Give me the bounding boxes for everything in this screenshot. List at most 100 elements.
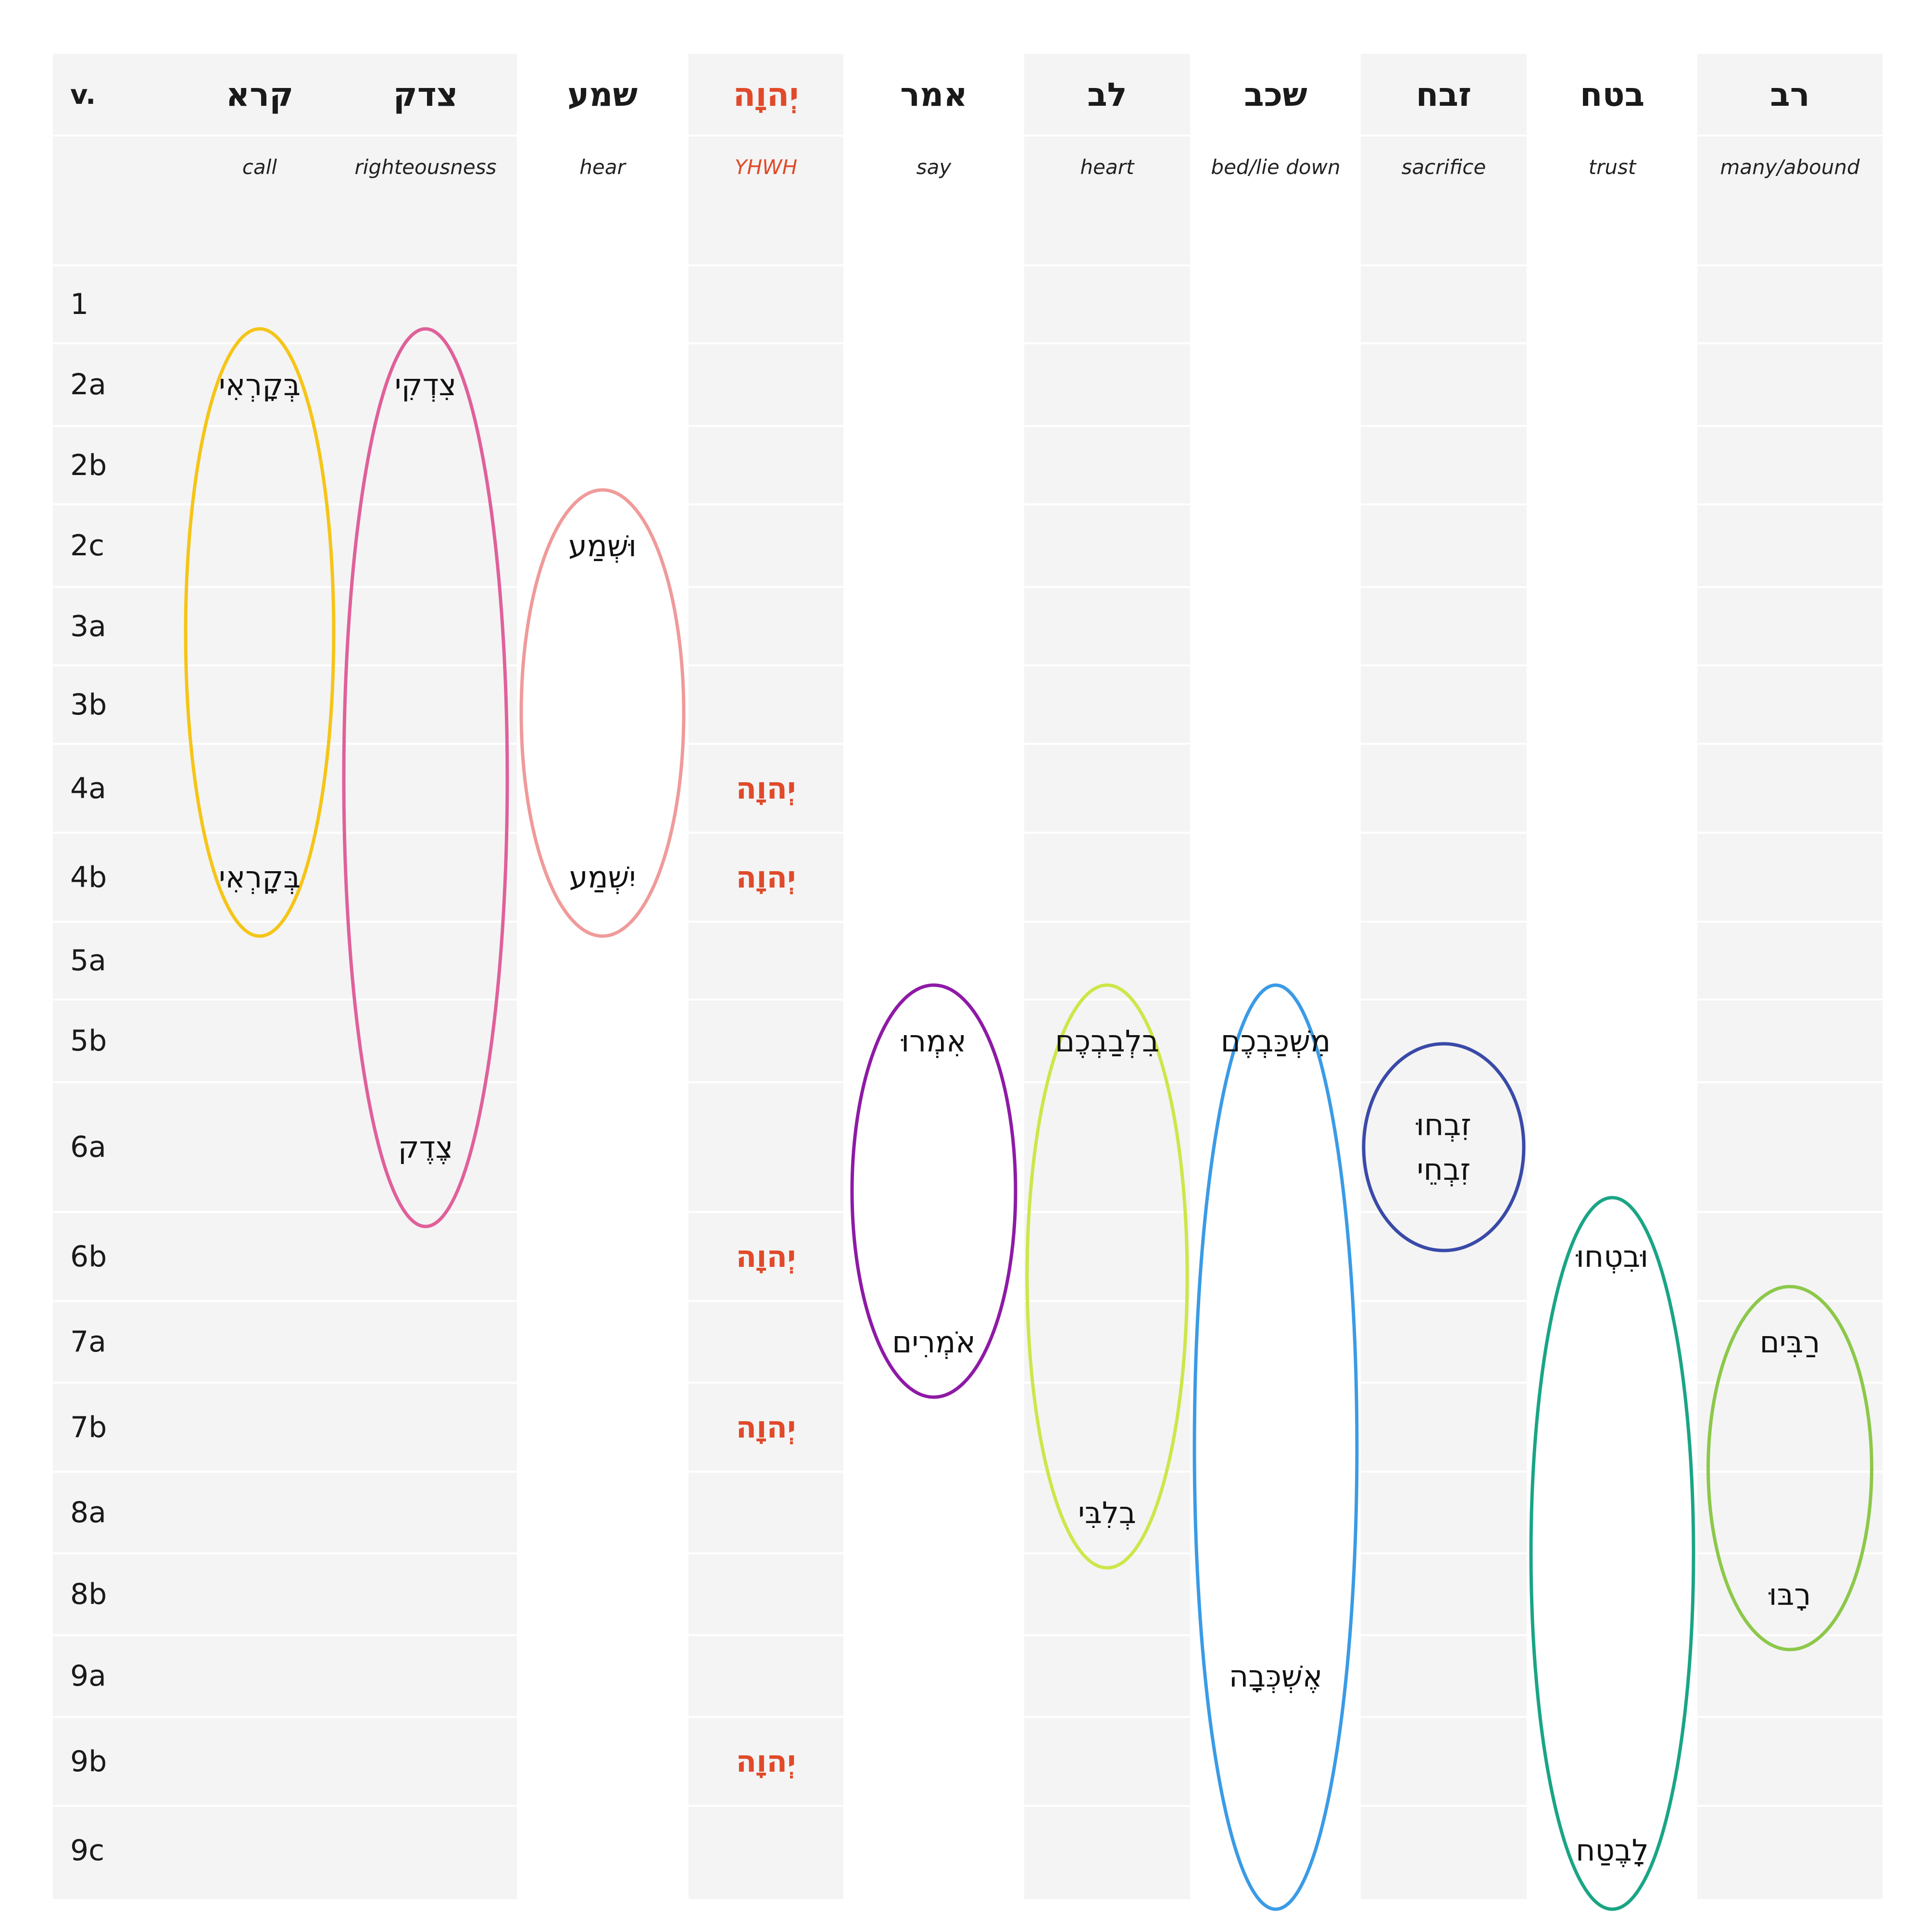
row-separator xyxy=(53,503,1882,505)
column-bg xyxy=(334,54,517,1899)
root-group-oval xyxy=(184,327,336,938)
word-occurrence: צֶדֶק xyxy=(398,1129,453,1165)
root-gloss: bed/lie down xyxy=(1211,155,1341,179)
row-separator xyxy=(53,743,1882,745)
word-occurrence: אֹמְרִים xyxy=(892,1324,976,1360)
column-bg xyxy=(1361,54,1527,1899)
root-gloss: righteousness xyxy=(354,155,497,179)
root-group-oval xyxy=(1706,1285,1873,1651)
word-occurrence: בְלִבִּי xyxy=(1078,1495,1136,1530)
verse-label: 4b xyxy=(70,860,107,894)
column-bg xyxy=(183,54,337,1899)
root-header: אמר xyxy=(900,75,967,114)
verse-label: 6b xyxy=(70,1239,107,1274)
row-separator xyxy=(53,1211,1882,1213)
verse-label: 8b xyxy=(70,1577,107,1611)
root-header: צדק xyxy=(393,75,458,114)
word-occurrence: וּשְׁמַע xyxy=(568,528,637,563)
root-group-oval xyxy=(1362,1042,1526,1252)
word-occurrence: בִלְבַבְכֶם xyxy=(1055,1023,1159,1059)
word-occurrence: אֶשְׁכְּבָה xyxy=(1229,1658,1323,1694)
word-occurrence: זִבְחֵי xyxy=(1417,1152,1471,1187)
root-gloss: YHWH xyxy=(734,155,798,179)
word-occurrence: אִמְרוּ xyxy=(901,1023,966,1059)
row-separator xyxy=(53,999,1882,1001)
row-separator xyxy=(53,342,1882,344)
verse-label: 3b xyxy=(70,688,107,722)
row-separator xyxy=(53,586,1882,588)
verse-column-header: v. xyxy=(70,79,96,111)
yhwh-occurrence: יְהוָה xyxy=(736,1744,796,1779)
root-header: זבח xyxy=(1416,75,1472,114)
root-gloss: trust xyxy=(1588,155,1636,179)
row-separator xyxy=(53,264,1882,266)
verse-label: 5b xyxy=(70,1024,107,1058)
word-occurrence: מִשְׁכַּבְכֶם xyxy=(1220,1023,1331,1059)
yhwh-occurrence: יְהוָה xyxy=(736,1239,796,1274)
row-separator xyxy=(53,921,1882,923)
verse-label: 6a xyxy=(70,1130,106,1164)
word-occurrence: רַבִּים xyxy=(1759,1324,1820,1360)
row-separator xyxy=(53,1471,1882,1473)
row-separator xyxy=(53,1300,1882,1302)
verse-label: 9a xyxy=(70,1659,106,1693)
row-separator xyxy=(53,425,1882,427)
row-separator xyxy=(53,1634,1882,1636)
word-occurrence: זִבְחוּ זִבְחֵי xyxy=(1361,1092,1527,1202)
root-header: יְהוָה xyxy=(733,75,799,114)
root-header: שכב xyxy=(1244,75,1307,114)
root-gloss: many/abound xyxy=(1720,155,1860,179)
yhwh-occurrence: יְהוָה xyxy=(736,860,796,895)
root-header: רב xyxy=(1770,75,1810,114)
root-header: בטח xyxy=(1580,75,1645,114)
verse-label: 4a xyxy=(70,771,106,805)
root-header: שמע xyxy=(567,75,638,114)
column-bg xyxy=(1024,54,1190,1899)
verse-column-bg xyxy=(53,54,183,1899)
verse-label: 3a xyxy=(70,609,106,643)
row-separator xyxy=(53,1081,1882,1083)
word-occurrence: צִדְקִי xyxy=(394,367,457,402)
root-group-oval xyxy=(1025,983,1189,1570)
word-occurrence: יִשְׁמַע xyxy=(569,860,636,895)
row-separator xyxy=(53,1716,1882,1718)
word-occurrence: וּבִטְחוּ xyxy=(1576,1239,1649,1274)
word-occurrence: זִבְחוּ xyxy=(1416,1107,1471,1142)
verse-label: 1 xyxy=(70,288,89,321)
verse-label: 2b xyxy=(70,448,107,482)
yhwh-occurrence: יְהוָה xyxy=(736,771,796,806)
root-gloss: call xyxy=(242,155,277,179)
root-gloss: heart xyxy=(1080,155,1134,179)
row-separator xyxy=(53,664,1882,666)
row-separator xyxy=(53,135,1882,137)
row-separator xyxy=(53,1805,1882,1807)
verse-label: 2c xyxy=(70,529,105,563)
root-group-oval xyxy=(519,488,686,938)
verse-label: 7b xyxy=(70,1410,107,1444)
word-occurrence: רָבּוּ xyxy=(1769,1576,1811,1612)
root-header: לב xyxy=(1087,75,1127,114)
root-group-oval xyxy=(1192,983,1359,1911)
root-gloss: hear xyxy=(579,155,626,179)
word-occurrence: בְּקָרְאִי xyxy=(218,860,301,895)
column-bg xyxy=(689,54,843,1899)
yhwh-occurrence: יְהוָה xyxy=(736,1410,796,1445)
verse-label: 7a xyxy=(70,1325,106,1359)
verse-label: 2a xyxy=(70,368,106,401)
root-header: קרא xyxy=(226,75,294,114)
root-group-oval xyxy=(850,983,1017,1399)
row-separator xyxy=(53,1552,1882,1554)
row-separator xyxy=(53,1382,1882,1384)
root-gloss: say xyxy=(916,155,952,179)
verse-label: 9c xyxy=(70,1833,105,1867)
row-separator xyxy=(53,832,1882,834)
word-occurrence: בְּקָרְאִי xyxy=(218,367,301,402)
verse-label: 5a xyxy=(70,944,106,977)
word-occurrence: לָבֶטַח xyxy=(1576,1833,1649,1868)
root-group-oval xyxy=(342,327,509,1228)
verse-label: 9b xyxy=(70,1744,107,1778)
verse-label: 8a xyxy=(70,1496,106,1529)
root-group-oval xyxy=(1529,1196,1695,1911)
